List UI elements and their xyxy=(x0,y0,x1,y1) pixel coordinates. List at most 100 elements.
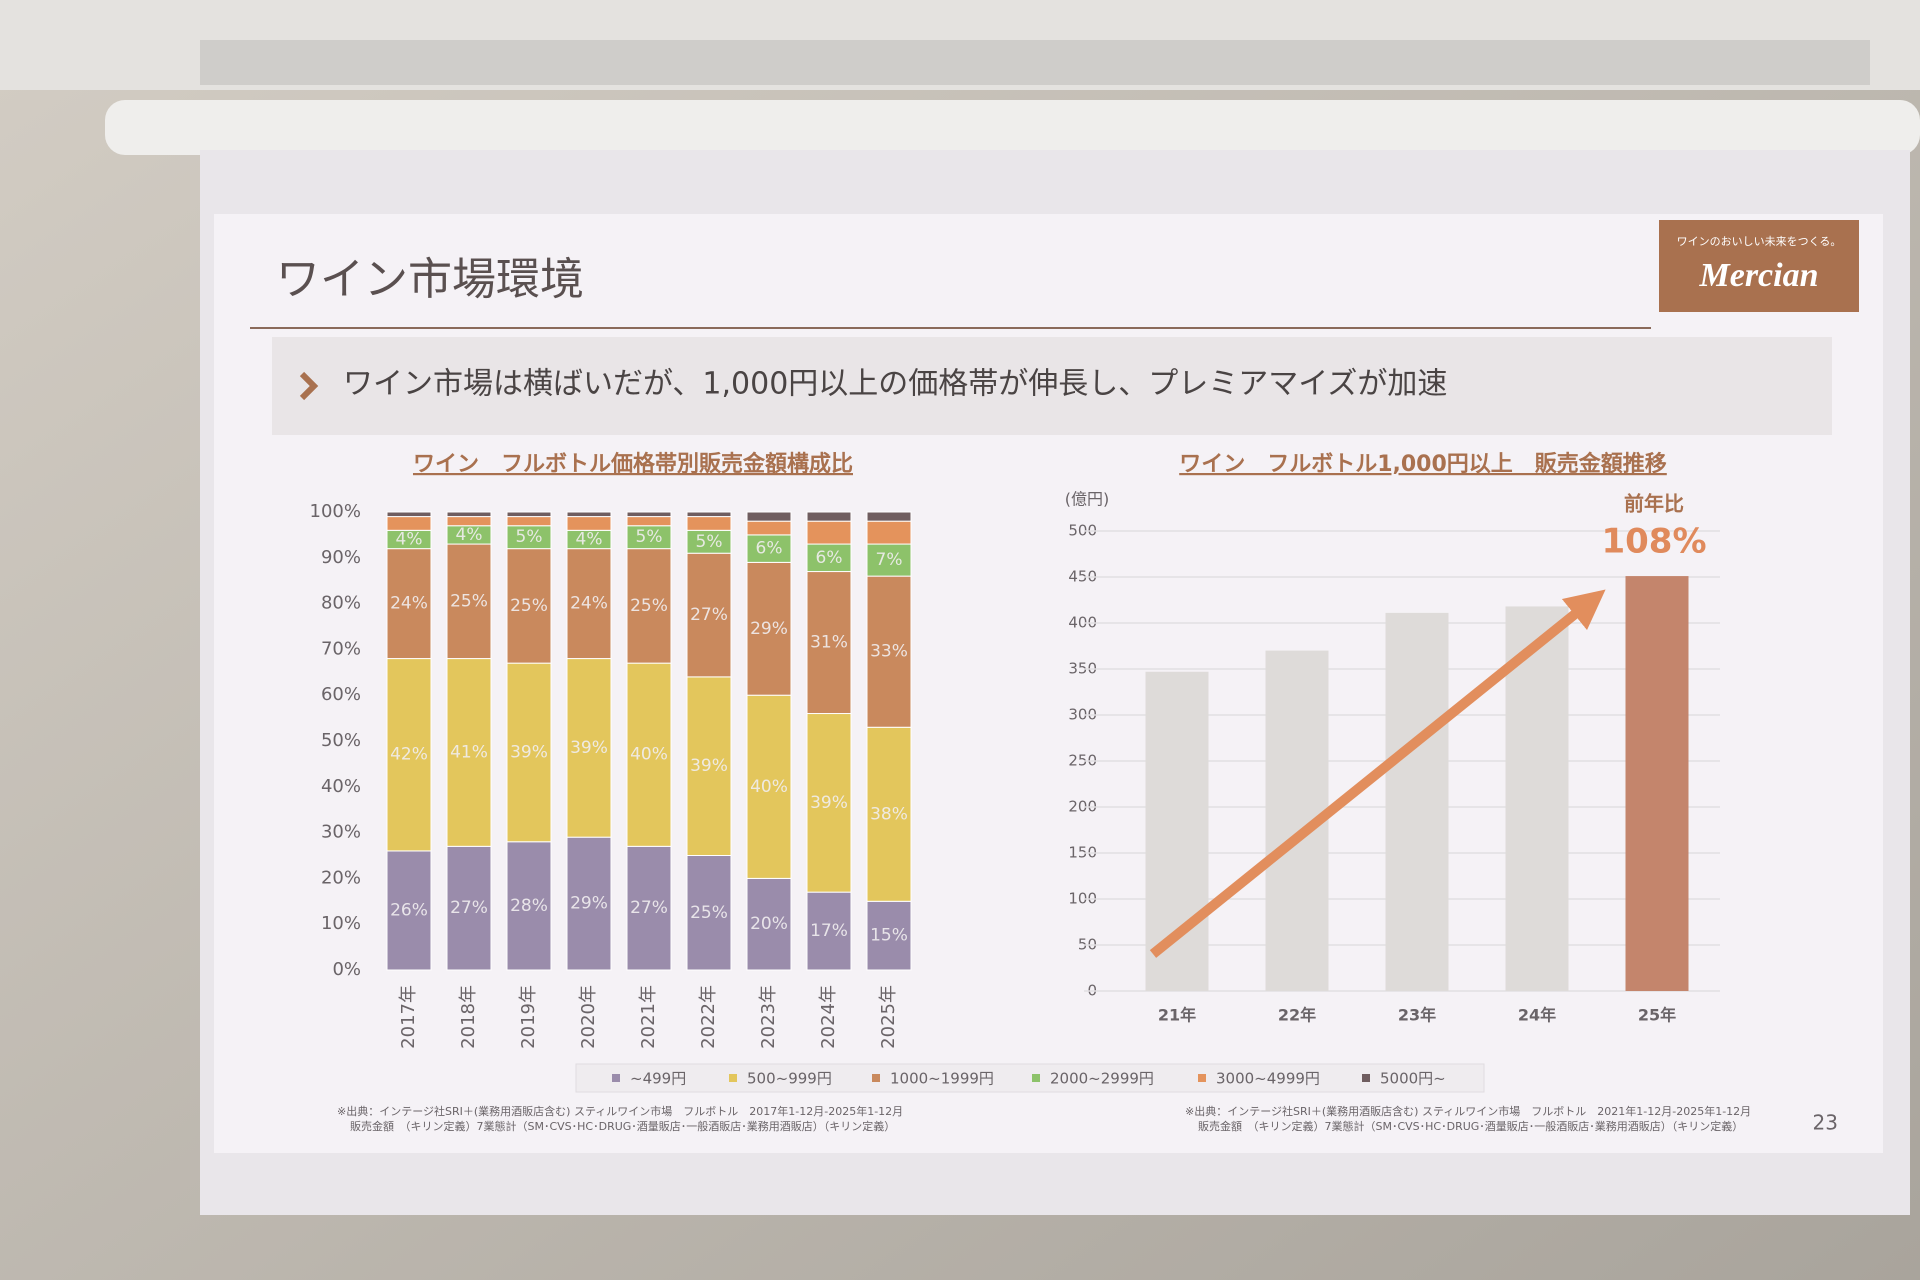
y-tick-label: 10% xyxy=(321,913,361,934)
bar xyxy=(1505,606,1569,991)
bar-segment xyxy=(746,534,792,563)
data-label: 33% xyxy=(870,642,908,662)
bar-segment xyxy=(626,511,672,518)
bar-segment xyxy=(686,511,732,518)
y-tick-label: 100% xyxy=(310,501,361,522)
data-label: 27% xyxy=(630,898,668,918)
y-tick-label: 350 xyxy=(1068,660,1097,678)
data-label: 39% xyxy=(570,738,608,758)
legend-swatch xyxy=(729,1074,737,1082)
y-tick-label: 150 xyxy=(1068,844,1097,862)
x-tick-label: 24年 xyxy=(1518,1006,1556,1025)
bar-segment xyxy=(746,511,792,522)
legend-label: 2000~2999円 xyxy=(1050,1070,1154,1088)
bullet-bar xyxy=(272,337,1832,435)
data-label: 27% xyxy=(450,898,488,918)
bar-segment xyxy=(746,694,792,879)
x-tick-label: 2019年 xyxy=(518,985,539,1049)
x-tick-label: 2018年 xyxy=(458,985,479,1049)
bar-segment xyxy=(866,726,912,902)
data-label: 29% xyxy=(570,894,608,914)
legend-swatch xyxy=(1362,1074,1370,1082)
data-label: 26% xyxy=(390,900,428,920)
data-label: 25% xyxy=(450,591,488,611)
data-label: 41% xyxy=(450,742,488,762)
annotation: 前年比 xyxy=(1624,492,1684,516)
projector-housing xyxy=(200,40,1870,85)
data-label: 38% xyxy=(870,804,908,824)
bar-segment xyxy=(866,543,912,577)
x-tick-label: 2021年 xyxy=(638,985,659,1049)
logo-tagline: ワインのおいしい未来をつくる。 xyxy=(1677,235,1842,248)
annotation: 108% xyxy=(1601,522,1706,562)
legend-swatch xyxy=(612,1074,620,1082)
bar-segment xyxy=(866,520,912,545)
bar-segment xyxy=(506,516,552,527)
bar-segment xyxy=(446,511,492,518)
data-label: 39% xyxy=(690,756,728,776)
y-tick-label: 200 xyxy=(1068,798,1097,816)
data-label: 4% xyxy=(456,525,483,545)
x-tick-label: 25年 xyxy=(1638,1006,1676,1025)
footnote: 販売金額 （キリン定義）7業態計（SM･CVS･HC･DRUG･酒量販店･一般酒… xyxy=(350,1119,895,1133)
data-label: 31% xyxy=(810,633,848,653)
x-tick-label: 2022年 xyxy=(698,985,719,1049)
data-label: 5% xyxy=(636,527,663,547)
bar-segment xyxy=(806,571,852,715)
bar xyxy=(1625,576,1689,991)
data-label: 25% xyxy=(510,596,548,616)
y-tick-label: 60% xyxy=(321,684,361,705)
x-tick-label: 2025年 xyxy=(878,985,899,1049)
data-label: 39% xyxy=(510,742,548,762)
bar-segment xyxy=(386,658,432,852)
bar-segment xyxy=(566,836,612,971)
data-label: 42% xyxy=(390,745,428,765)
bar-segment xyxy=(686,552,732,678)
bar-segment xyxy=(386,511,432,518)
x-tick-label: 2017年 xyxy=(398,985,419,1049)
bar-segment xyxy=(746,877,792,971)
legend-swatch xyxy=(872,1074,880,1082)
bar-segment xyxy=(386,850,432,971)
data-label: 6% xyxy=(816,548,843,568)
data-label: 6% xyxy=(756,539,783,559)
bar-segment xyxy=(446,845,492,971)
bar-segment xyxy=(446,516,492,527)
bullet-icon xyxy=(299,371,319,401)
x-tick-label: 2023年 xyxy=(758,985,779,1049)
bar-segment xyxy=(746,520,792,536)
data-label: 25% xyxy=(690,903,728,923)
y-tick-label: 400 xyxy=(1068,614,1097,632)
y-axis-label: (億円) xyxy=(1065,490,1110,509)
y-tick-label: 0% xyxy=(332,959,361,980)
chart-title: ワイン フルボトル1,000円以上 販売金額推移 xyxy=(1179,451,1667,477)
data-label: 5% xyxy=(516,527,543,547)
bar-segment xyxy=(686,516,732,531)
y-tick-label: 250 xyxy=(1068,752,1097,770)
x-tick-label: 21年 xyxy=(1158,1006,1196,1025)
data-label: 29% xyxy=(750,619,788,639)
x-tick-label: 2020年 xyxy=(578,985,599,1049)
footnote: ※出典：インテージ社SRI＋(業務用酒販店含む) スティルワイン市場 フルボトル… xyxy=(337,1104,903,1118)
legend-label: ~499円 xyxy=(630,1070,686,1088)
bar-segment xyxy=(446,658,492,847)
bar-segment xyxy=(686,855,732,971)
legend-box xyxy=(575,1063,1485,1093)
x-tick-label: 2024年 xyxy=(818,985,839,1049)
bar-segment xyxy=(806,520,852,545)
y-tick-label: 450 xyxy=(1068,568,1097,586)
bar-segment xyxy=(806,713,852,893)
bar-segment xyxy=(746,561,792,696)
bar-segment xyxy=(506,548,552,664)
bar-segment xyxy=(686,676,732,856)
bar-segment xyxy=(626,548,672,664)
data-label: 27% xyxy=(690,605,728,625)
page-number: 23 xyxy=(1813,1111,1838,1135)
data-label: 17% xyxy=(810,921,848,941)
legend-label: 3000~4999円 xyxy=(1216,1070,1320,1088)
y-tick-label: 90% xyxy=(321,547,361,568)
data-label: 7% xyxy=(876,550,903,570)
logo: Mercian xyxy=(1699,257,1819,294)
legend-swatch xyxy=(1198,1074,1206,1082)
